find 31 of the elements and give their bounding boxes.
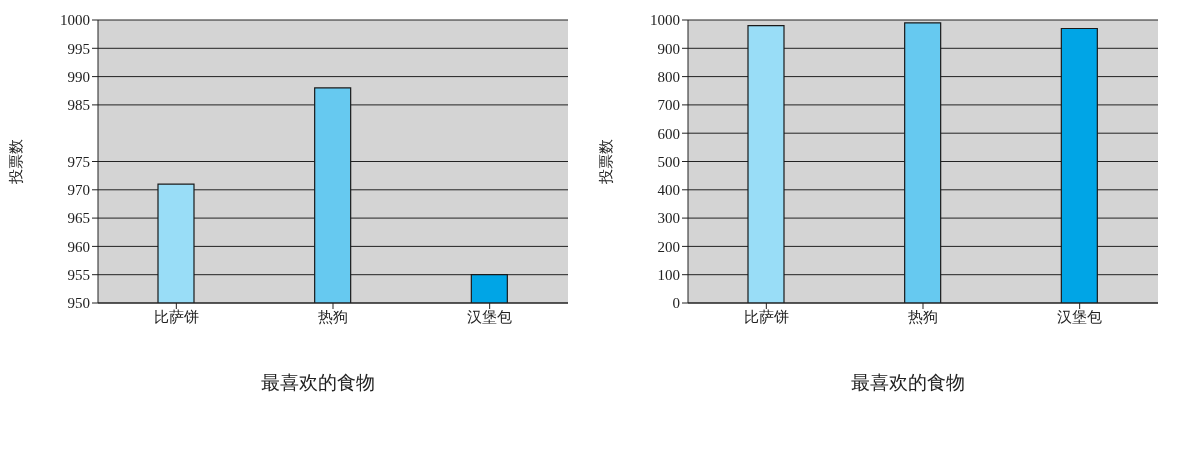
- y-axis-title: 投票数: [7, 139, 26, 185]
- y-tick-label: 995: [67, 40, 90, 57]
- y-tick-label: 100: [657, 267, 680, 284]
- y-tick-label: 965: [67, 210, 90, 227]
- x-tick-label: 比萨饼: [743, 307, 789, 326]
- y-tick-label: 200: [657, 238, 680, 255]
- y-tick-label: 600: [657, 125, 680, 142]
- x-tick-label: 热狗: [908, 307, 938, 326]
- x-tick-label: 汉堡包: [1057, 307, 1103, 326]
- x-tick-label: 比萨饼: [153, 307, 199, 326]
- x-tick-label: 热狗: [318, 307, 348, 326]
- y-tick-label: 700: [657, 97, 680, 114]
- y-tick-label: 1000: [60, 12, 90, 29]
- y-tick-label: 300: [657, 210, 680, 227]
- y-tick-label: 900: [657, 40, 680, 57]
- y-tick-label: 400: [657, 182, 680, 199]
- x-axis-title: 最喜欢的食物: [260, 370, 376, 395]
- y-tick-label: 950: [67, 295, 90, 312]
- y-axis-title: 投票数: [597, 139, 616, 185]
- x-tick-label: 汉堡包: [467, 307, 513, 326]
- y-tick-label: 970: [67, 182, 90, 199]
- x-axis-title: 最喜欢的食物: [850, 370, 966, 395]
- y-tick-label: 985: [67, 97, 90, 114]
- y-tick-label: 800: [657, 68, 680, 85]
- y-tick-label: 960: [67, 238, 90, 255]
- y-tick-label: 0: [672, 295, 680, 312]
- y-tick-label: 500: [657, 153, 680, 170]
- y-tick-label: 975: [67, 153, 90, 170]
- y-tick-label: 990: [67, 68, 90, 85]
- y-tick-label: 955: [67, 267, 90, 284]
- y-tick-label: 1000: [650, 12, 680, 29]
